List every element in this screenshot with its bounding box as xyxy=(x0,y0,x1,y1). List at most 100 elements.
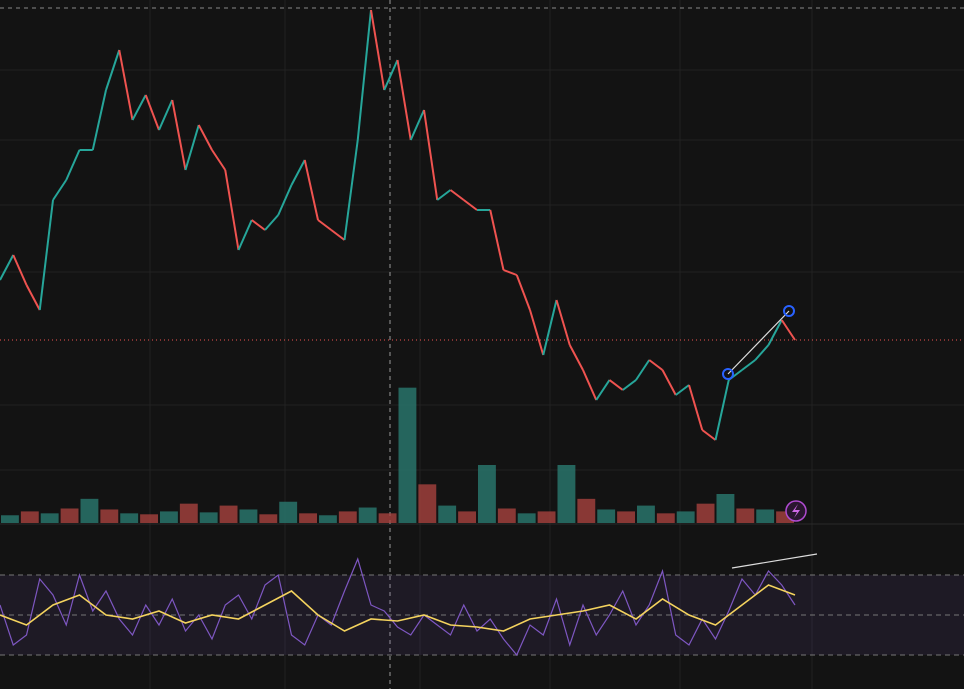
price-segment xyxy=(608,379,624,391)
price-segment xyxy=(754,344,770,361)
price-segment xyxy=(277,184,293,216)
volume-bar xyxy=(80,498,99,523)
volume-bar xyxy=(676,511,695,523)
price-segment xyxy=(542,299,558,356)
price-segment xyxy=(780,319,796,341)
price-segment xyxy=(25,284,41,311)
volume-bar xyxy=(299,513,317,523)
price-segment xyxy=(396,59,412,141)
price-segment xyxy=(489,209,505,271)
price-segment xyxy=(383,59,399,91)
volume-bar xyxy=(577,498,596,523)
volume-bar xyxy=(517,513,536,523)
volume-bar xyxy=(219,505,238,523)
price-segment xyxy=(582,369,598,401)
volume-bar xyxy=(716,494,735,523)
volume-bar xyxy=(637,505,655,523)
volume-bar xyxy=(458,511,476,523)
price-segment xyxy=(449,189,465,201)
price-segment xyxy=(622,379,637,391)
price-segment xyxy=(409,109,425,141)
volume-bar xyxy=(179,503,198,523)
price-segment xyxy=(317,219,332,231)
rsi-line xyxy=(0,557,796,657)
marks xyxy=(0,9,964,657)
trend-line[interactable] xyxy=(727,310,790,375)
price-segment xyxy=(158,99,174,131)
rsi-trend-line[interactable] xyxy=(731,553,818,569)
price-segment xyxy=(635,359,651,381)
volume-bar xyxy=(199,512,218,523)
volume-bar xyxy=(160,511,178,523)
volume-bar xyxy=(557,465,576,523)
price-segment xyxy=(595,379,611,401)
price-segment xyxy=(568,344,584,371)
volume-bar xyxy=(736,508,755,523)
price-segment xyxy=(330,229,346,241)
alert-icon xyxy=(792,504,800,518)
trend-handle[interactable] xyxy=(783,305,795,317)
price-segment xyxy=(515,274,531,311)
volume-bar xyxy=(418,484,437,523)
price-segment xyxy=(52,179,68,201)
price-segment xyxy=(224,169,240,251)
volume-bar xyxy=(140,514,158,523)
volume-bar xyxy=(100,509,119,523)
price-segment xyxy=(237,219,253,251)
price-segment xyxy=(131,94,147,121)
price-segment xyxy=(0,254,15,281)
price-segment xyxy=(661,369,677,396)
volume-bar xyxy=(279,501,298,523)
price-segment xyxy=(118,49,134,121)
price-segment xyxy=(529,309,545,356)
volume-bar xyxy=(696,503,715,523)
price-segment xyxy=(356,9,372,141)
price-segment xyxy=(303,159,319,221)
price-segment xyxy=(144,94,160,131)
volume-bar xyxy=(319,515,337,523)
price-segment xyxy=(290,159,306,186)
price-segment xyxy=(503,269,518,276)
volume-bar xyxy=(656,513,675,523)
volume-bar xyxy=(358,507,377,523)
price-segment xyxy=(370,9,386,91)
price-segment xyxy=(555,299,571,346)
price-segment xyxy=(423,109,439,201)
volume-bar xyxy=(497,508,516,523)
volume-bar xyxy=(40,513,59,523)
price-segment xyxy=(688,384,704,431)
volume-bar xyxy=(438,505,457,523)
trend-handle[interactable] xyxy=(722,368,734,380)
price-segment xyxy=(251,219,266,231)
volume-bar xyxy=(537,511,556,523)
price-segment xyxy=(701,429,717,441)
price-segment xyxy=(436,189,452,201)
price-segment xyxy=(648,359,664,371)
price-segment xyxy=(675,384,690,396)
volume-bar xyxy=(338,511,357,523)
volume-bar xyxy=(478,465,496,523)
price-segment xyxy=(197,124,213,151)
volume-bar xyxy=(239,509,258,523)
volume-bar xyxy=(20,511,39,523)
price-segment xyxy=(264,214,279,231)
volume-bar xyxy=(756,509,775,523)
volume-bar xyxy=(1,515,19,523)
volume-bar xyxy=(120,513,139,523)
volume-bar xyxy=(378,513,397,523)
volume-bar xyxy=(60,508,79,523)
price-segment xyxy=(12,254,28,286)
price-segment xyxy=(714,379,730,441)
price-segment xyxy=(463,199,478,211)
price-segment xyxy=(343,139,359,241)
rsi-ma-line xyxy=(0,584,796,632)
volume-bar xyxy=(776,511,794,523)
price-segment xyxy=(741,359,756,371)
price-segment xyxy=(211,149,227,171)
price-segment xyxy=(767,319,783,346)
price-segment xyxy=(91,89,107,151)
price-segment xyxy=(38,199,54,311)
